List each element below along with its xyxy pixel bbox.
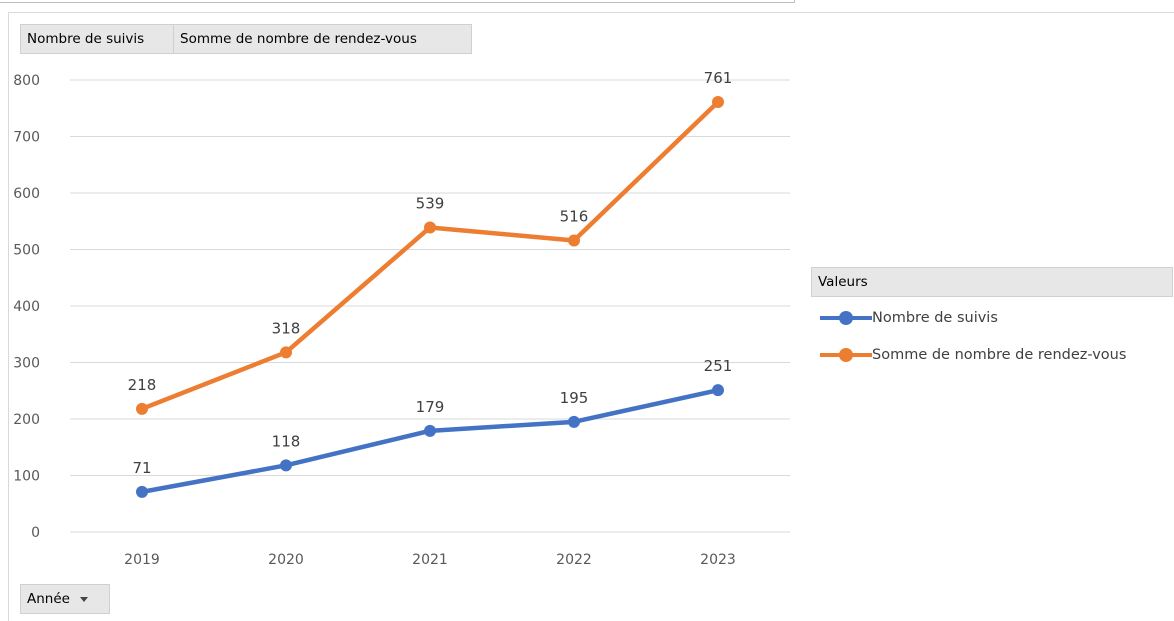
data-label: 251	[704, 357, 733, 375]
data-label: 179	[416, 398, 445, 416]
legend-swatch-somme-rendez-vous	[820, 348, 872, 362]
x-axis-tick-labels: 2019 2020 2021 2022 2023	[124, 552, 736, 568]
data-point[interactable]	[280, 346, 292, 359]
cell-border-line	[0, 0, 795, 3]
data-label: 318	[272, 319, 301, 337]
legend-label: Somme de nombre de rendez-vous	[872, 347, 1127, 363]
axis-field-label: Année	[27, 591, 70, 607]
data-label: 761	[704, 69, 733, 87]
y-tick-label: 300	[13, 356, 40, 372]
data-point[interactable]	[136, 402, 148, 415]
field-button-nombre-de-suivis[interactable]: Nombre de suivis	[20, 24, 174, 54]
y-tick-label: 800	[13, 73, 40, 89]
data-point[interactable]	[280, 459, 292, 472]
field-button-somme-rendez-vous[interactable]: Somme de nombre de rendez-vous	[173, 24, 472, 54]
legend-item-somme-rendez-vous[interactable]: Somme de nombre de rendez-vous	[820, 343, 1126, 367]
y-tick-label: 100	[13, 469, 40, 485]
data-point[interactable]	[136, 485, 148, 498]
y-axis-tick-labels: 0 100 200 300 400 500 600 700 800	[13, 73, 40, 541]
data-label: 539	[416, 194, 445, 212]
x-tick-label: 2023	[700, 552, 736, 568]
legend-title[interactable]: Valeurs	[811, 267, 1173, 297]
legend-item-nombre-de-suivis[interactable]: Nombre de suivis	[820, 306, 998, 330]
axis-field-button-annee[interactable]: Année	[20, 584, 110, 614]
x-tick-label: 2022	[556, 552, 592, 568]
y-tick-label: 0	[31, 525, 40, 541]
data-point[interactable]	[712, 384, 724, 397]
data-label: 71	[132, 459, 151, 477]
data-label: 195	[560, 389, 589, 407]
data-point[interactable]	[424, 221, 436, 234]
y-tick-label: 700	[13, 130, 40, 146]
legend-swatch-nombre-de-suivis	[820, 311, 872, 325]
y-tick-label: 200	[13, 412, 40, 428]
data-point[interactable]	[568, 415, 580, 428]
data-point[interactable]	[568, 234, 580, 247]
dropdown-arrow-icon[interactable]	[79, 596, 88, 602]
x-tick-label: 2021	[412, 552, 448, 568]
y-tick-label: 400	[13, 299, 40, 315]
x-tick-label: 2020	[268, 552, 304, 568]
gridlines	[70, 79, 790, 533]
series-lines	[136, 96, 724, 498]
data-label: 218	[128, 376, 157, 394]
data-point[interactable]	[712, 96, 724, 109]
data-point[interactable]	[424, 424, 436, 437]
chart-area-frame	[8, 12, 1174, 621]
legend-label: Nombre de suivis	[872, 310, 998, 326]
x-tick-label: 2019	[124, 552, 160, 568]
data-label: 118	[272, 432, 301, 450]
data-labels: 71 118 179 195 251 218 318 539 516 761	[128, 69, 733, 477]
y-tick-label: 600	[13, 186, 40, 202]
data-label: 516	[560, 207, 589, 225]
y-tick-label: 500	[13, 243, 40, 259]
